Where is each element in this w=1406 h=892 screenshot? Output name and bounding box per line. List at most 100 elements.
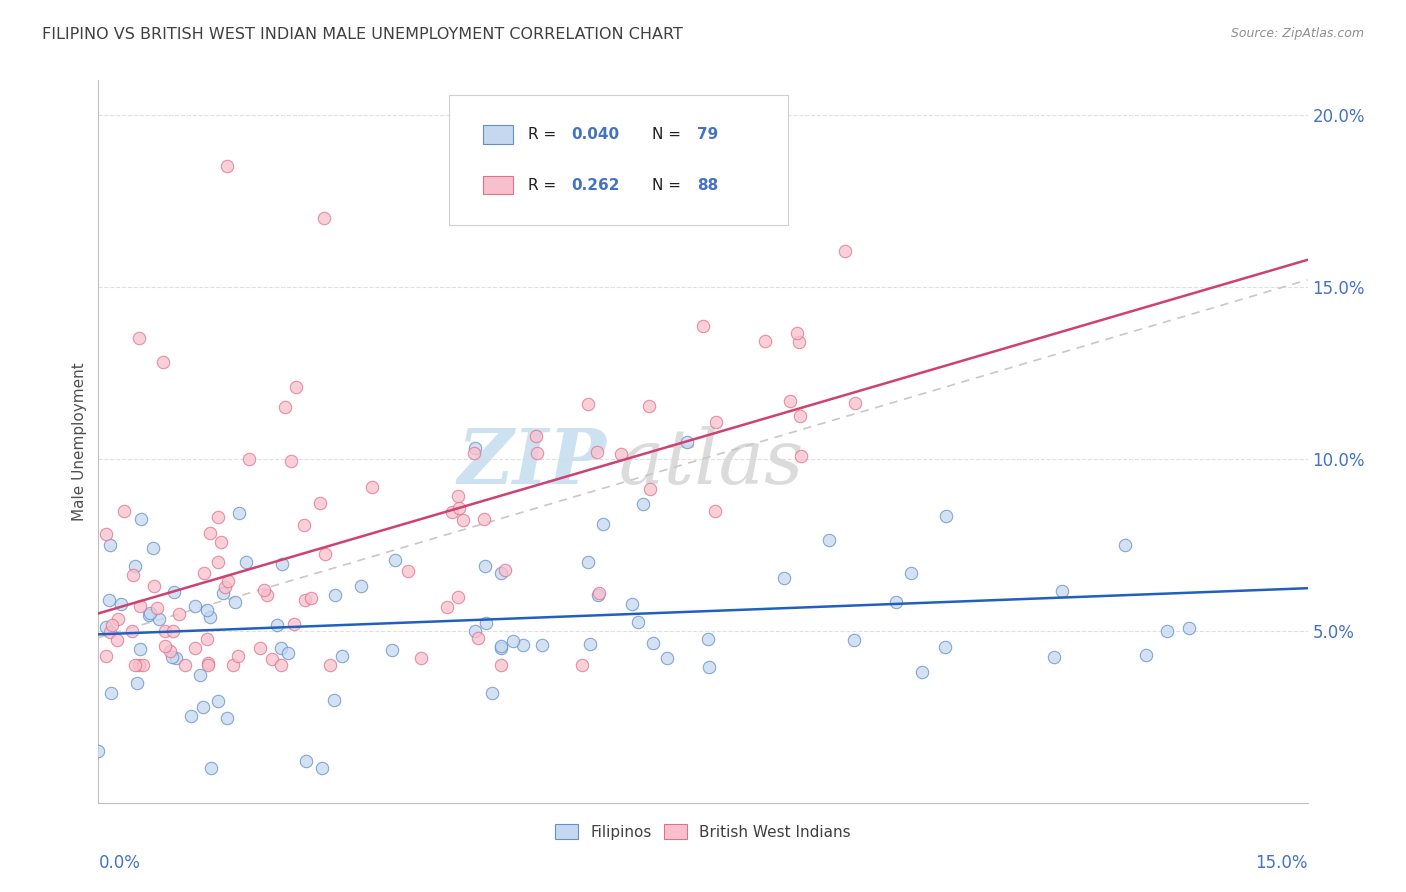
Point [934, 640, 956, 654]
Point [834, 244, 856, 258]
Point [491, 641, 513, 656]
Point [226, 648, 249, 663]
Point [195, 632, 218, 646]
Point [332, 649, 354, 664]
Point [472, 511, 495, 525]
Point [314, 547, 336, 561]
Point [193, 566, 215, 580]
Point [657, 651, 679, 665]
Point [228, 506, 250, 520]
Point [162, 585, 184, 599]
Point [474, 559, 496, 574]
Point [212, 586, 235, 600]
Point [200, 526, 222, 541]
Legend: Filipinos, British West Indians: Filipinos, British West Indians [550, 818, 856, 846]
Point [396, 564, 419, 578]
Point [191, 699, 214, 714]
Text: ZIP: ZIP [457, 426, 606, 500]
Point [294, 592, 316, 607]
Point [446, 489, 468, 503]
Point [704, 503, 727, 517]
Point [128, 599, 150, 613]
Point [195, 603, 218, 617]
Point [571, 658, 593, 673]
Point [512, 638, 534, 652]
Point [96, 526, 118, 541]
Point [200, 761, 222, 775]
Point [127, 676, 149, 690]
Point [842, 633, 865, 648]
Point [787, 335, 810, 350]
Point [148, 612, 170, 626]
Text: atlas: atlas [619, 426, 804, 500]
Point [381, 643, 404, 657]
Point [323, 588, 346, 602]
Point [160, 650, 183, 665]
Point [283, 617, 305, 632]
Point [440, 505, 463, 519]
Point [294, 754, 316, 768]
Text: 0.0%: 0.0% [98, 855, 141, 872]
Point [121, 568, 143, 582]
Point [96, 620, 118, 634]
Point [790, 449, 813, 463]
Text: FILIPINO VS BRITISH WEST INDIAN MALE UNEMPLOYMENT CORRELATION CHART: FILIPINO VS BRITISH WEST INDIAN MALE UNE… [42, 27, 683, 42]
Point [447, 500, 470, 515]
Point [384, 553, 406, 567]
Point [174, 658, 197, 673]
Point [910, 665, 932, 680]
Point [453, 513, 475, 527]
Point [260, 652, 283, 666]
Point [1043, 649, 1066, 664]
Point [153, 639, 176, 653]
Point [107, 612, 129, 626]
Point [121, 624, 143, 638]
Point [165, 651, 187, 665]
Point [576, 397, 599, 411]
Point [107, 632, 129, 647]
Point [188, 668, 211, 682]
Point [585, 445, 607, 459]
Point [128, 658, 150, 673]
Point [579, 637, 602, 651]
Point [252, 583, 274, 598]
Point [1114, 538, 1136, 552]
Point [184, 640, 207, 655]
Point [222, 658, 245, 673]
Point [132, 658, 155, 673]
Point [704, 415, 727, 429]
Point [491, 658, 513, 673]
Text: 15.0%: 15.0% [1256, 855, 1308, 872]
Point [96, 649, 118, 664]
Text: R =: R = [527, 127, 561, 142]
Point [217, 159, 239, 173]
Point [184, 599, 207, 613]
Point [409, 651, 432, 665]
Text: R =: R = [527, 178, 561, 193]
Point [308, 496, 330, 510]
Point [576, 555, 599, 569]
Point [238, 451, 260, 466]
Point [266, 618, 288, 632]
Point [526, 446, 548, 460]
Point [323, 693, 346, 707]
Point [475, 615, 498, 630]
Point [1156, 624, 1178, 639]
Point [676, 434, 699, 449]
Point [1050, 583, 1073, 598]
Point [789, 409, 811, 423]
Point [124, 559, 146, 574]
Point [110, 597, 132, 611]
Point [467, 631, 489, 645]
Point [494, 563, 516, 577]
Point [631, 498, 654, 512]
Point [128, 331, 150, 345]
Point [101, 618, 124, 632]
Point [627, 615, 650, 629]
Point [299, 591, 322, 605]
Point [524, 429, 547, 443]
Point [884, 595, 907, 609]
Point [692, 318, 714, 333]
Point [224, 594, 246, 608]
Point [145, 601, 167, 615]
